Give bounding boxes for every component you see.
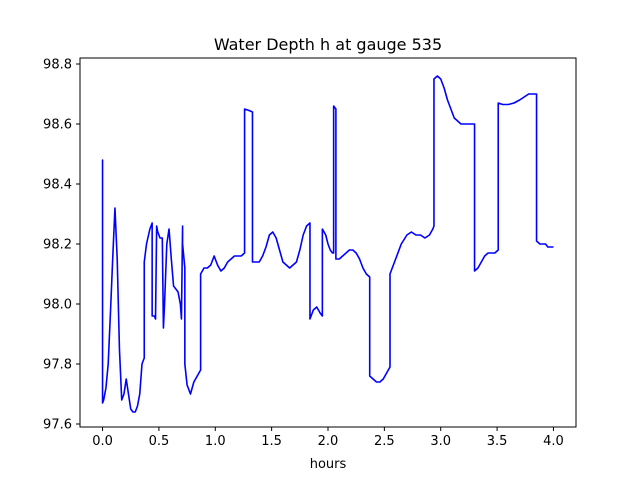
y-tick-label: 97.8	[43, 358, 72, 373]
x-tick-label: 1.0	[205, 434, 226, 449]
x-tick-label: 3.5	[487, 434, 508, 449]
y-tick-label: 97.6	[43, 418, 72, 433]
x-tick-label: 0.0	[92, 434, 113, 449]
x-tick-label: 2.0	[318, 434, 339, 449]
x-tick-label: 2.5	[374, 434, 395, 449]
x-tick-label: 1.5	[261, 434, 282, 449]
x-tick-label: 0.5	[149, 434, 170, 449]
x-tick-label: 3.0	[430, 434, 451, 449]
series-line-0	[101, 75, 554, 413]
y-tick-label: 98.4	[43, 178, 72, 193]
x-axis-label: hours	[310, 457, 347, 472]
y-tick-label: 98.0	[43, 298, 72, 313]
plot-area: 0.0 0.5 1.0 1.5 2.0 2.5 3.0 3.5 4.0 97.6 97.8 98.0 9…	[43, 57, 577, 449]
y-tick-label: 98.8	[43, 58, 72, 73]
x-tick-label: 4.0	[543, 434, 564, 449]
y-tick-label: 98.6	[43, 118, 72, 133]
chart-title: Water Depth h at gauge 535	[214, 35, 442, 54]
y-tick-label: 98.2	[43, 238, 72, 253]
